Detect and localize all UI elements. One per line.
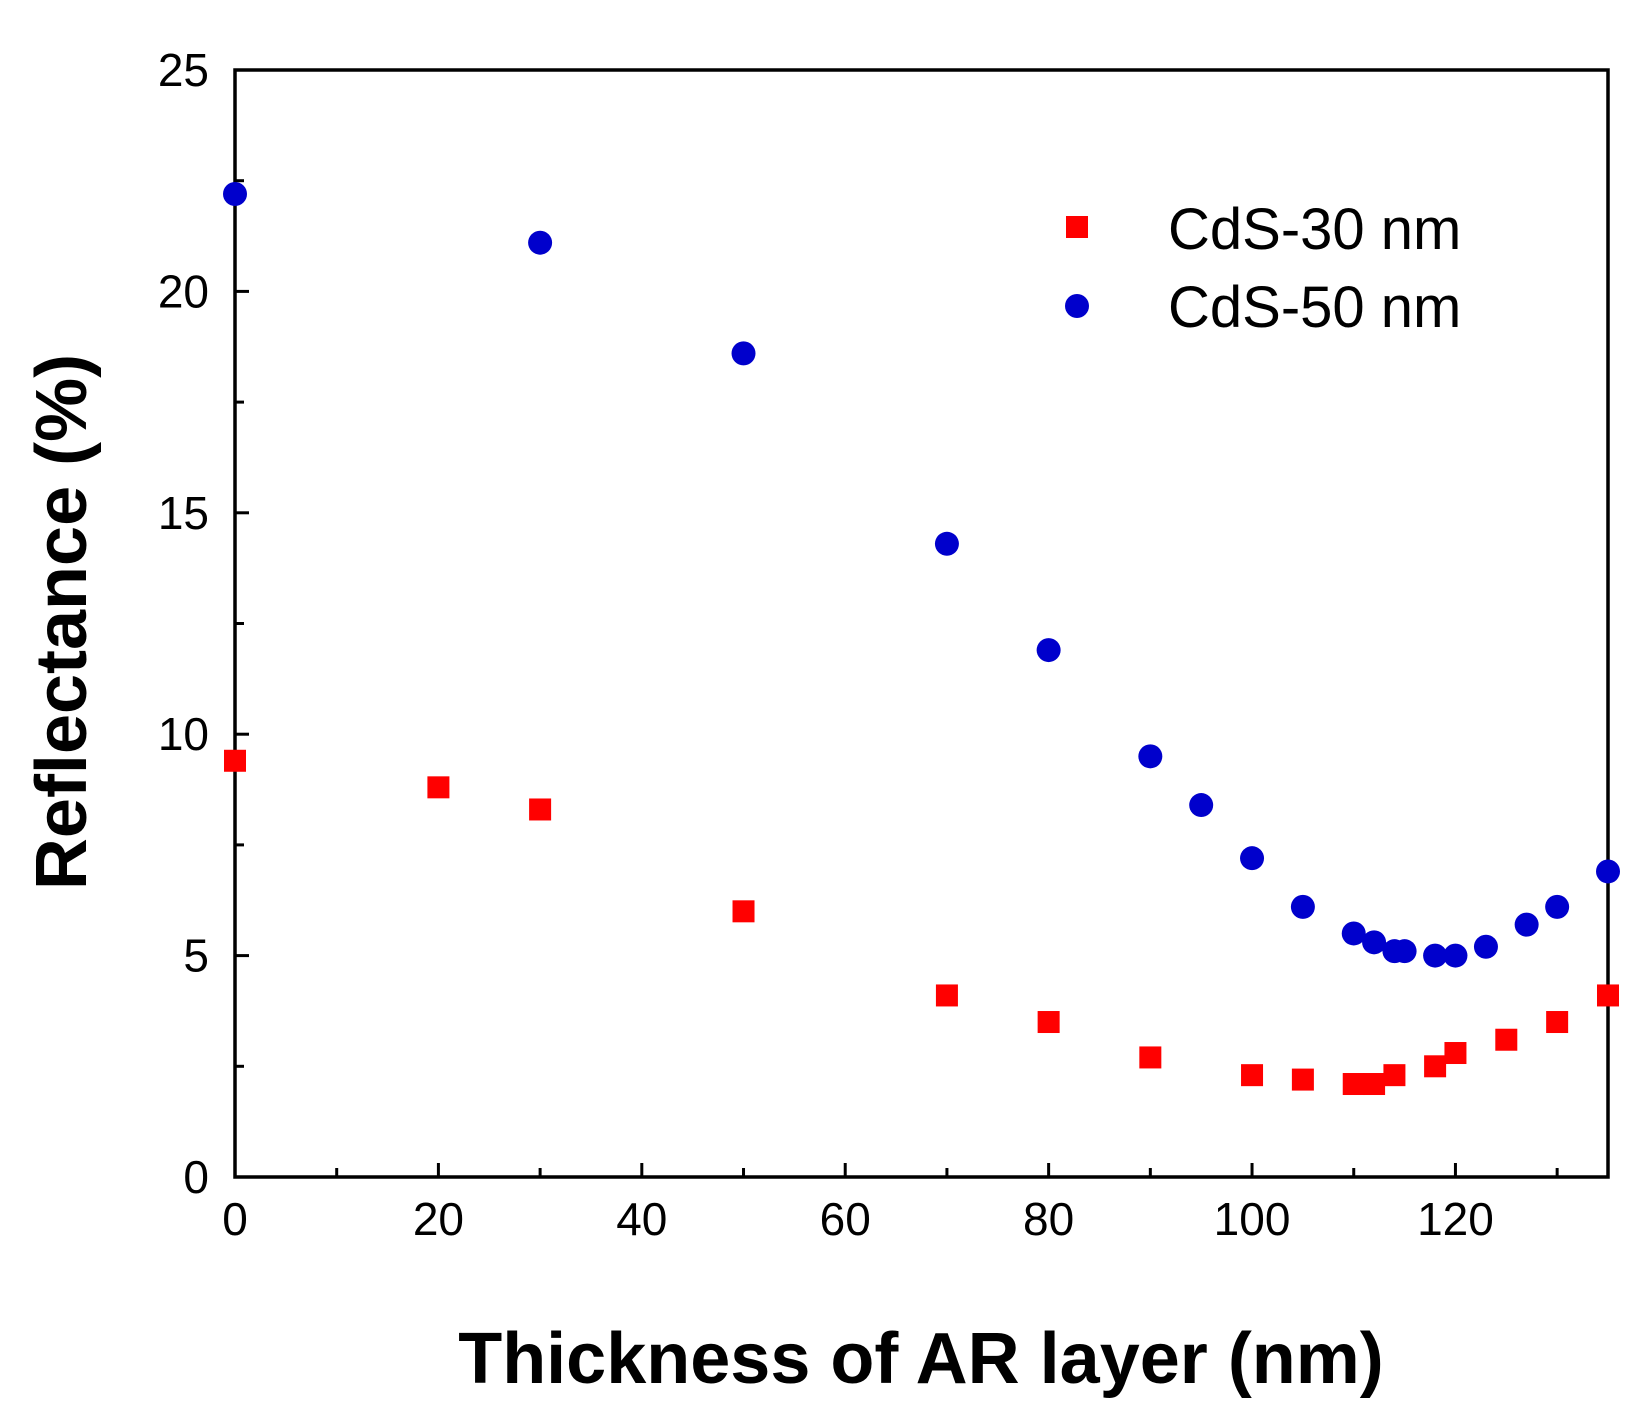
y-axis: 0 5 10 15 20 25 xyxy=(158,44,249,1203)
data-point-square xyxy=(1139,1046,1162,1069)
data-point-square xyxy=(1495,1028,1518,1051)
x-axis: 0 20 40 60 80 100 120 xyxy=(222,1163,1559,1245)
data-point-circle xyxy=(1443,943,1468,968)
y-tick-label: 25 xyxy=(158,44,209,96)
data-point-square xyxy=(1597,984,1619,1007)
x-tick-label: 20 xyxy=(413,1193,464,1245)
y-tick-label: 0 xyxy=(183,1151,209,1203)
data-point-square xyxy=(1241,1064,1264,1087)
data-point-circle xyxy=(1189,793,1214,818)
data-point-square xyxy=(935,984,958,1007)
y-axis-title: Reflectance (%) xyxy=(22,354,102,890)
data-point-circle xyxy=(934,531,959,556)
data-point-circle xyxy=(1423,943,1448,968)
data-point-square xyxy=(1424,1055,1447,1078)
data-point-circle xyxy=(731,341,756,366)
data-point-square xyxy=(427,776,450,799)
data-point-circle xyxy=(1240,846,1265,871)
legend-label-cds-50nm: CdS-50 nm xyxy=(1168,275,1461,340)
x-axis-title: Thickness of AR layer (nm) xyxy=(458,1319,1384,1399)
data-point-circle xyxy=(1473,934,1498,959)
data-point-circle xyxy=(1514,912,1539,937)
data-point-circle xyxy=(528,230,553,255)
data-point-square xyxy=(224,749,246,772)
data-point-circle xyxy=(1362,930,1387,955)
data-point-circle xyxy=(1138,744,1163,769)
y-tick-label: 10 xyxy=(158,708,209,760)
data-point-circle xyxy=(1290,894,1315,919)
data-point-circle xyxy=(1036,638,1061,663)
data-point-square xyxy=(1363,1073,1386,1096)
legend: CdS-30 nm CdS-50 nm xyxy=(1065,197,1461,340)
series-cds-50nm xyxy=(223,181,1620,968)
data-point-circle xyxy=(1392,939,1417,964)
data-point-square xyxy=(529,798,552,821)
legend-label-cds-30nm: CdS-30 nm xyxy=(1168,197,1461,262)
data-point-circle xyxy=(223,181,247,206)
y-tick-label: 5 xyxy=(183,930,209,982)
data-point-square xyxy=(732,900,755,923)
x-tick-label: 40 xyxy=(616,1193,667,1245)
x-tick-label: 100 xyxy=(1214,1193,1291,1245)
data-point-square xyxy=(1037,1011,1060,1034)
data-point-circle xyxy=(1545,894,1570,919)
y-tick-label: 20 xyxy=(158,265,209,317)
data-series xyxy=(223,181,1620,1096)
x-tick-label: 0 xyxy=(222,1193,248,1245)
data-point-square xyxy=(1342,1073,1365,1096)
x-tick-label: 60 xyxy=(820,1193,871,1245)
x-tick-label: 80 xyxy=(1023,1193,1074,1245)
data-point-square xyxy=(1291,1068,1314,1091)
data-point-square xyxy=(1444,1042,1467,1065)
data-point-circle xyxy=(1596,859,1620,884)
legend-marker-cds-30nm xyxy=(1066,216,1088,238)
x-tick-label: 120 xyxy=(1417,1193,1494,1245)
data-point-circle xyxy=(1341,921,1366,946)
y-tick-label: 15 xyxy=(158,487,209,539)
data-point-square xyxy=(1546,1011,1569,1034)
data-point-square xyxy=(1383,1064,1406,1087)
series-cds-30nm xyxy=(224,749,1619,1096)
legend-marker-cds-50nm xyxy=(1065,294,1089,318)
